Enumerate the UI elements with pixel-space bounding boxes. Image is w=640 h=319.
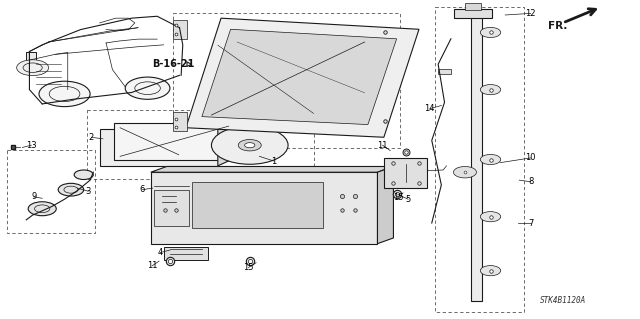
Circle shape — [28, 202, 56, 216]
Text: 11: 11 — [378, 141, 388, 150]
Polygon shape — [218, 123, 232, 166]
Text: 7: 7 — [528, 219, 533, 227]
Text: 9: 9 — [31, 192, 36, 202]
Polygon shape — [151, 167, 394, 172]
Bar — [438, 69, 451, 74]
Circle shape — [480, 266, 500, 276]
Polygon shape — [100, 129, 218, 166]
Text: FR.: FR. — [548, 21, 567, 31]
Circle shape — [39, 81, 90, 107]
Circle shape — [58, 183, 84, 196]
Circle shape — [480, 85, 500, 95]
Text: 15: 15 — [393, 193, 403, 202]
Polygon shape — [186, 18, 419, 137]
Circle shape — [238, 139, 261, 151]
Text: B-16-21: B-16-21 — [152, 59, 195, 69]
Bar — [454, 9, 492, 18]
Circle shape — [74, 170, 93, 180]
Polygon shape — [114, 123, 232, 160]
Circle shape — [480, 211, 500, 222]
Circle shape — [480, 27, 500, 38]
Text: 10: 10 — [525, 153, 536, 162]
Polygon shape — [192, 182, 323, 228]
Text: 5: 5 — [406, 195, 411, 204]
Text: 1: 1 — [271, 157, 276, 166]
Text: 3: 3 — [86, 187, 91, 196]
Bar — [471, 15, 481, 301]
Circle shape — [244, 143, 255, 148]
Circle shape — [211, 126, 288, 164]
Text: STK4B1120A: STK4B1120A — [540, 296, 586, 305]
Polygon shape — [384, 158, 428, 188]
Polygon shape — [164, 247, 208, 260]
Circle shape — [454, 167, 476, 178]
Text: 15: 15 — [243, 263, 253, 272]
Circle shape — [17, 60, 49, 76]
Text: 8: 8 — [528, 177, 533, 186]
Text: 2: 2 — [89, 133, 94, 142]
Text: 6: 6 — [140, 185, 145, 194]
Text: 12: 12 — [525, 9, 536, 18]
Bar — [173, 20, 187, 39]
Bar — [465, 3, 481, 10]
Polygon shape — [151, 172, 378, 244]
Text: 14: 14 — [424, 104, 435, 113]
Text: 11: 11 — [147, 261, 157, 271]
Circle shape — [480, 154, 500, 165]
Bar — [173, 112, 187, 131]
Polygon shape — [378, 167, 394, 244]
Polygon shape — [202, 29, 397, 124]
Circle shape — [125, 77, 170, 99]
Polygon shape — [26, 52, 36, 62]
Text: 13: 13 — [26, 141, 36, 150]
Polygon shape — [154, 190, 189, 226]
Text: 4: 4 — [157, 248, 163, 257]
